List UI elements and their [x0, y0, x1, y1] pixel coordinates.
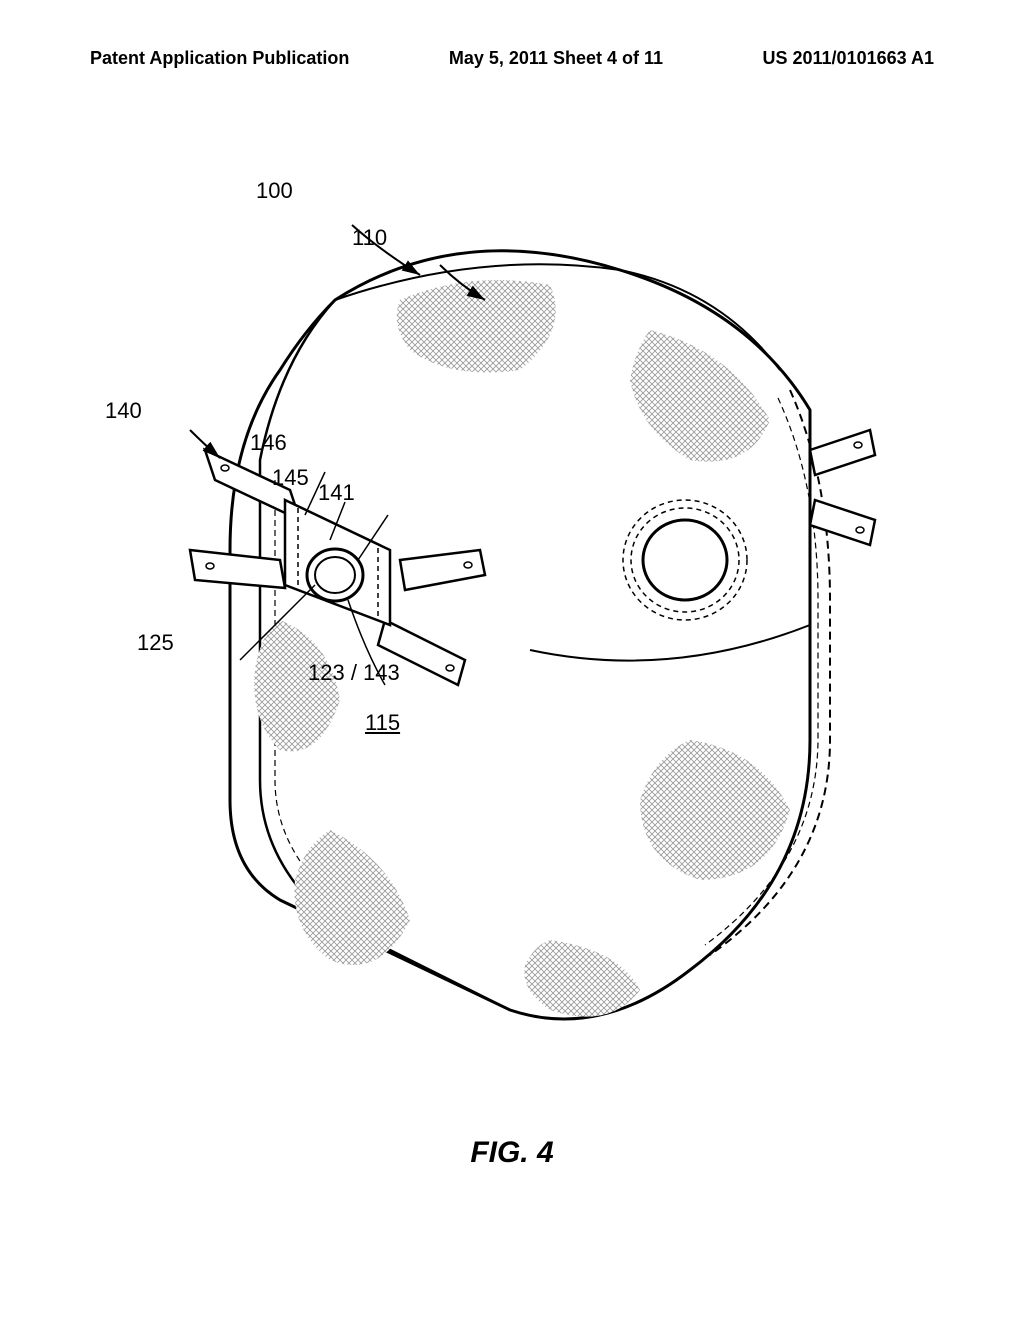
ref-115: 115 [365, 710, 400, 736]
page-header: Patent Application Publication May 5, 20… [0, 48, 1024, 69]
ref-125: 125 [137, 630, 174, 656]
ref-145: 145 [272, 465, 309, 491]
header-right: US 2011/0101663 A1 [763, 48, 934, 69]
ref-141: 141 [318, 480, 355, 506]
header-left: Patent Application Publication [90, 48, 349, 69]
figure-container [130, 180, 890, 1080]
figure-caption: FIG. 4 [0, 1136, 1024, 1170]
ref-140: 140 [105, 398, 142, 424]
patent-figure-svg [130, 180, 890, 1080]
ref-110: 110 [352, 225, 387, 251]
header-center: May 5, 2011 Sheet 4 of 11 [449, 48, 663, 69]
ref-100: 100 [256, 178, 293, 204]
ref-146: 146 [250, 430, 287, 456]
ref-123-143: 123 / 143 [308, 660, 400, 686]
